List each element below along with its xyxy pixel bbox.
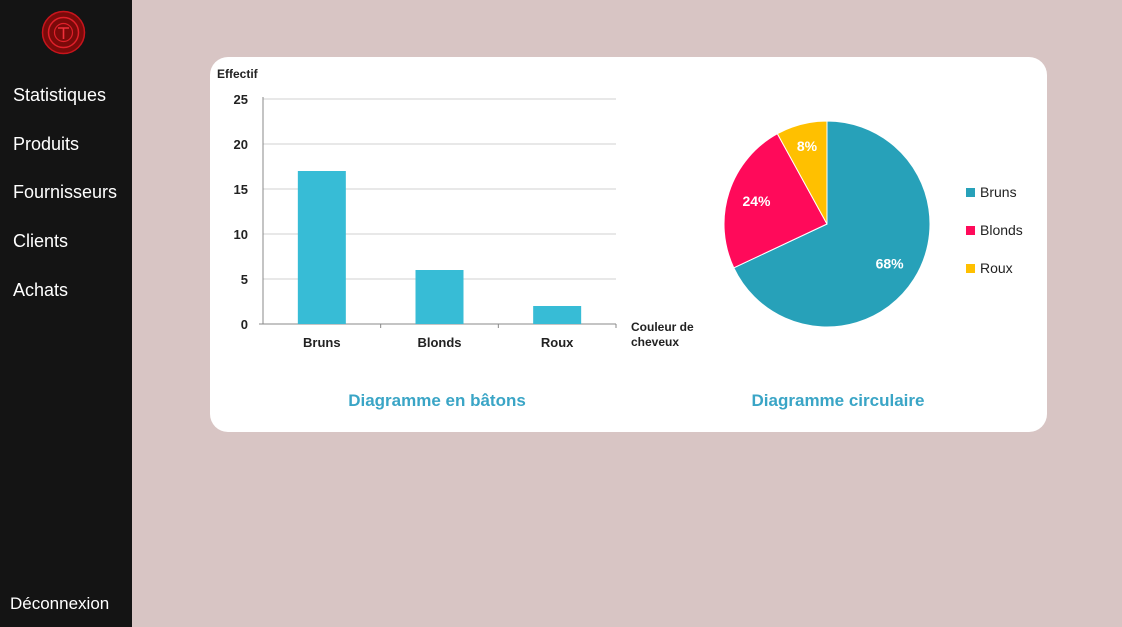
y-tick-label: 10 [234,227,248,242]
legend-label: Bruns [980,184,1017,200]
sidebar-item-fournisseurs[interactable]: Fournisseurs [13,182,118,203]
y-tick-label: 25 [234,92,248,107]
pie-slice-label: 68% [876,256,905,272]
pie-slice-bruns [733,120,931,328]
bar-bruns [297,171,346,324]
x-axis-label-line1: Couleur de [631,320,694,334]
x-tick-label: Roux [541,335,574,350]
y-tick-label: 5 [241,272,248,287]
sidebar-item-achats[interactable]: Achats [13,279,69,300]
legend-swatch-roux [966,264,975,273]
pie-slice-blonds [723,133,828,269]
pie-chart-title: Diagramme circulaire [752,391,925,410]
bar-chart-title: Diagramme en bâtons [348,391,526,410]
y-axis-label: Effectif [217,67,259,81]
sidebar-item-produits[interactable]: Produits [13,133,80,154]
legend-label: Blonds [980,222,1023,238]
legend-label: Roux [980,260,1013,276]
brand-logo-icon[interactable] [41,10,86,55]
sidebar-item-clients[interactable]: Clients [13,231,69,252]
sidebar-item-statistiques[interactable]: Statistiques [13,85,107,105]
legend-swatch-blonds [966,226,975,235]
logout-link[interactable]: Déconnexion [10,594,110,613]
x-tick-label: Bruns [303,335,341,350]
charts-card: 0 5 10 15 20 25 Effectif Couleur de cheveux Bruns… [210,57,1047,432]
pie-slice-label: 8% [797,138,818,154]
legend-swatch-bruns [966,188,975,197]
y-tick-label: 15 [234,182,248,197]
sidebar: Statistiques Produits Fournisseurs Clien… [0,0,132,627]
x-axis-label-line2: cheveux [631,335,679,349]
bar-roux [533,306,582,324]
y-tick-label: 0 [241,317,248,332]
x-tick-label: Blonds [417,335,461,350]
sidebar-nav: Statistiques Produits Fournisseurs Clien… [0,82,132,325]
pie-slice-roux [776,120,828,225]
bar-blonds [415,270,464,324]
y-tick-label: 20 [234,137,248,152]
pie-slice-label: 24% [742,193,771,209]
